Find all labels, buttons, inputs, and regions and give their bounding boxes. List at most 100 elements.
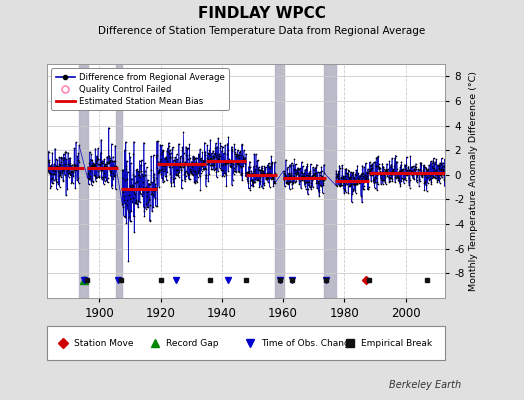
Point: [412, 179, 421, 185]
Point: [387, 172, 395, 178]
Point: [307, 186, 315, 192]
Point: [336, 183, 344, 189]
Point: [376, 170, 385, 177]
Point: [365, 168, 374, 174]
Point: [420, 180, 429, 186]
Point: [257, 167, 266, 173]
Point: [318, 173, 326, 180]
Point: [92, 158, 100, 164]
Point: [353, 180, 361, 187]
Point: [187, 170, 195, 177]
Point: [161, 163, 170, 169]
Point: [422, 166, 430, 172]
Point: [168, 164, 176, 170]
Point: [179, 158, 188, 164]
Point: [107, 141, 116, 147]
Point: [306, 168, 314, 175]
Point: [370, 184, 379, 191]
Point: [145, 180, 153, 187]
Point: [379, 164, 388, 170]
Point: [110, 172, 118, 179]
Point: [208, 165, 216, 172]
Point: [400, 175, 409, 181]
Point: [387, 174, 396, 181]
Point: [335, 168, 343, 174]
Point: [221, 160, 230, 166]
Point: [239, 162, 247, 169]
Point: [222, 158, 231, 164]
Point: [189, 156, 198, 162]
Point: [181, 176, 190, 182]
Point: [434, 177, 442, 183]
Point: [87, 178, 95, 184]
Point: [145, 196, 154, 203]
Point: [176, 164, 184, 170]
Point: [131, 200, 139, 206]
Point: [380, 171, 388, 178]
Point: [108, 170, 117, 176]
Point: [54, 172, 63, 179]
Point: [254, 176, 263, 182]
Point: [213, 152, 221, 158]
Point: [291, 178, 299, 185]
Point: [435, 165, 443, 171]
Point: [279, 168, 288, 174]
Point: [121, 177, 129, 183]
Point: [334, 182, 343, 188]
Point: [127, 160, 135, 166]
Point: [351, 177, 359, 184]
Point: [159, 148, 168, 155]
Point: [270, 172, 279, 178]
Point: [284, 181, 292, 187]
Point: [357, 171, 365, 178]
Point: [58, 170, 67, 176]
Point: [320, 170, 329, 176]
Point: [66, 160, 74, 166]
Point: [231, 151, 239, 157]
Point: [71, 166, 79, 172]
Point: [182, 161, 191, 168]
Point: [218, 147, 226, 154]
Point: [242, 151, 250, 157]
Point: [417, 162, 425, 168]
Point: [345, 182, 353, 189]
Point: [63, 168, 71, 174]
Point: [432, 169, 441, 175]
Point: [192, 154, 201, 161]
Point: [110, 158, 118, 164]
Point: [133, 178, 141, 184]
Point: [366, 172, 375, 178]
Point: [208, 157, 216, 163]
Point: [249, 180, 258, 186]
Point: [338, 162, 346, 168]
Point: [391, 179, 399, 186]
Point: [282, 180, 290, 186]
Point: [166, 154, 174, 161]
Point: [102, 164, 110, 171]
Point: [223, 140, 232, 147]
Point: [257, 168, 265, 175]
Point: [360, 179, 368, 186]
Point: [249, 179, 257, 186]
Point: [419, 170, 428, 176]
Point: [152, 185, 160, 192]
Point: [395, 175, 403, 182]
Point: [266, 164, 274, 171]
Point: [211, 145, 220, 151]
Point: [170, 157, 178, 164]
Point: [301, 174, 309, 180]
Point: [111, 158, 119, 165]
Point: [196, 187, 204, 194]
Point: [183, 160, 191, 167]
Point: [54, 168, 62, 174]
Point: [199, 166, 208, 172]
Point: [169, 162, 178, 168]
Point: [221, 170, 229, 176]
Point: [342, 189, 350, 195]
Point: [381, 167, 390, 173]
Point: [241, 161, 249, 167]
Point: [92, 177, 100, 184]
Point: [86, 156, 95, 163]
Point: [261, 172, 269, 178]
Point: [346, 183, 354, 189]
